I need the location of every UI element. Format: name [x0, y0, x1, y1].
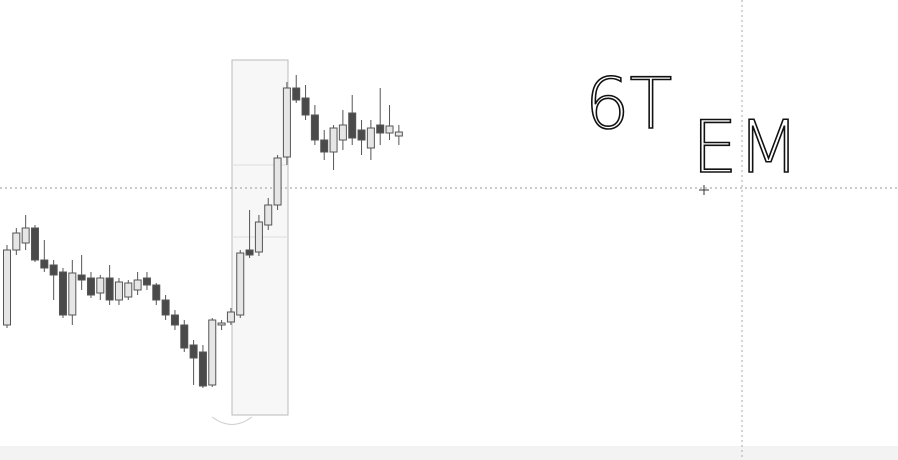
candle-body [3, 249, 11, 326]
candle-body [320, 139, 329, 153]
cursor [699, 185, 709, 195]
candle-body [273, 157, 282, 206]
candle-body [226, 311, 235, 323]
candle-body [30, 227, 39, 261]
candle-body [198, 351, 207, 387]
candle-body [180, 324, 189, 349]
candle-body [77, 274, 86, 281]
candle-body [310, 114, 319, 141]
candle-body [301, 97, 310, 116]
candle-body [142, 277, 151, 286]
candle-body [170, 314, 179, 326]
candle-body [161, 299, 170, 316]
candle-body [152, 284, 161, 301]
candle-body [338, 124, 347, 141]
candle-body [254, 221, 263, 253]
candle-body [21, 227, 30, 244]
candle-body [114, 281, 123, 301]
candle-body [282, 87, 291, 158]
candle-body [133, 279, 142, 291]
candle-body [292, 87, 301, 101]
candle-body [348, 112, 357, 139]
candle-body [105, 277, 114, 301]
candle-body [189, 344, 198, 359]
drawing-arc [211, 416, 253, 425]
candle-body [357, 129, 366, 141]
candle-body [236, 252, 245, 316]
bottom-bar [0, 446, 898, 460]
candle-body [208, 319, 217, 386]
candle-body [385, 125, 394, 134]
candle-body [394, 131, 403, 137]
candle-body [124, 282, 133, 298]
candle-body [68, 272, 77, 316]
candle-body [96, 277, 105, 294]
candle-body [49, 264, 58, 276]
candle-body [366, 127, 375, 149]
candle-body [376, 124, 385, 134]
candle-body [217, 322, 226, 326]
candle-body [329, 127, 338, 153]
handwritten-note: 6T [585, 63, 672, 145]
handwritten-note: EM [692, 105, 800, 189]
candle-body [58, 271, 67, 316]
candle-body [40, 259, 49, 269]
candle-body [12, 232, 21, 251]
candle-body [245, 249, 254, 256]
candle-body [264, 204, 273, 226]
candle-body [86, 277, 95, 296]
